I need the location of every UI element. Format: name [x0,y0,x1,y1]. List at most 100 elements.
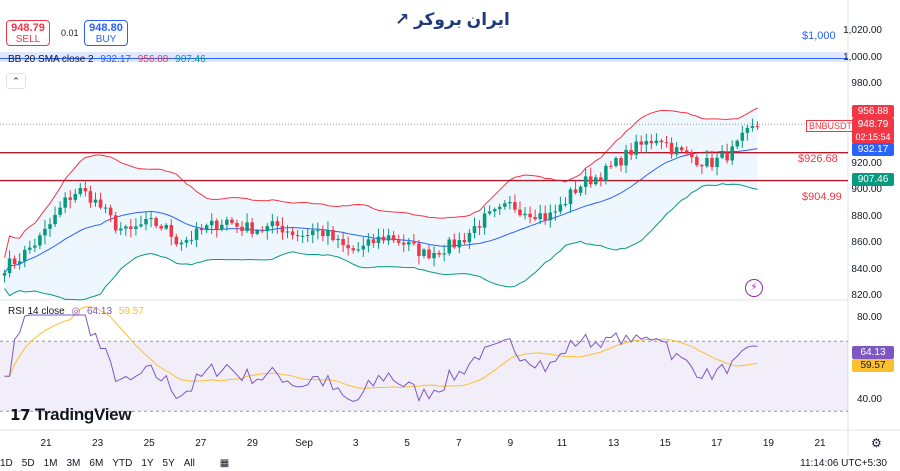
candle [558,204,563,212]
collapse-legend-button[interactable]: ⌃ [6,73,26,89]
candle [629,149,633,155]
candle [654,140,659,144]
tradingview-logo: 𝟭𝟳 TradingView [10,405,132,424]
bb-basis-value: 932.17 [100,54,131,65]
candle [58,207,62,215]
timeframe-5d[interactable]: 5D [21,458,35,469]
brand-logo: ایران بروکر ↗ [395,10,510,29]
date-tick: 15 [659,438,671,449]
candle [139,224,143,227]
calendar-icon[interactable]: ▦ [219,458,230,469]
candle [209,220,214,226]
price-tick: 820.00 [851,290,882,301]
timeframe-all[interactable]: All [183,458,195,469]
lightning-icon[interactable]: ⚡ [745,279,763,297]
candle [204,225,209,231]
date-tick: 19 [762,438,774,449]
settings-gear-icon[interactable]: ⚙ [871,436,882,450]
candle [17,261,22,265]
clock: 11:14:06 UTC+5:30 [800,458,887,469]
candle [447,239,451,254]
candle [634,141,638,155]
candle [750,126,755,128]
candle [412,241,416,244]
candle [169,225,174,237]
rsi-tick: 80.00 [856,312,882,323]
candle [432,252,436,259]
level-926-label: $926.68 [798,153,838,165]
date-tick: 11 [556,438,568,449]
candle [487,211,492,214]
candle [437,252,441,255]
candle [583,176,588,187]
candle [295,235,300,237]
candle [538,213,542,220]
candle [467,232,472,243]
timeframe-6m[interactable]: 6M [89,458,104,469]
bb-band-fill [4,108,758,300]
candle [22,249,27,262]
rsi-indicator-legend[interactable]: RSI 14 close ◎ 64.13 59.57 [8,306,144,317]
candle [548,212,553,221]
rsi-tag: 64.13 [852,346,894,359]
candle [381,236,386,241]
candle [245,222,249,232]
bb-indicator-legend[interactable]: BB 20 SMA close 2 932.17 956.88 907.46 [8,54,206,65]
candle [270,221,275,227]
candle [503,203,507,207]
timeframe-1d[interactable]: 1D [0,458,13,469]
price-tick: 900.00 [851,184,882,195]
candle [533,217,537,220]
candle [2,273,7,276]
rsi-ma-value: 59.57 [118,306,144,317]
candle [497,206,502,210]
timeframe-5y[interactable]: 5Y [162,458,175,469]
candle [604,165,608,181]
candle [361,245,366,250]
candle [326,230,330,237]
candle [593,177,598,185]
sell-button[interactable]: 948.79 SELL [6,20,50,46]
bb-basis-line [4,148,758,274]
buy-button[interactable]: 948.80 BUY [84,20,128,46]
candle [184,239,189,243]
candle [285,231,290,233]
timeframe-1y[interactable]: 1Y [141,458,154,469]
candle [417,243,421,256]
candle [83,187,88,192]
upper-band-tag: 956.88 [852,105,894,118]
candle [376,236,381,244]
candle [482,213,487,228]
last-price-tag: 948.79 02:15:54 [852,118,894,144]
candle [457,240,462,248]
candle [113,215,118,231]
candle [68,197,72,200]
spread-value: 0.01 [61,28,79,38]
bb-upper-line [4,107,758,258]
candle [73,193,78,200]
candle [230,219,234,223]
timeframe-1m[interactable]: 1M [43,458,58,469]
date-tick: 25 [143,438,155,449]
candle [220,224,224,230]
candle [88,191,93,203]
timeframe-ytd[interactable]: YTD [112,458,133,469]
candle [164,225,169,229]
candle [129,226,133,229]
rsi-settings-icon[interactable]: ◎ [71,306,81,317]
bb-label: BB 20 SMA close 2 [8,54,94,65]
candle [573,189,578,193]
bb-lower-value: 907.46 [175,54,206,65]
candle [305,235,310,237]
timeframe-3m[interactable]: 3M [66,458,81,469]
candle [134,226,138,229]
candle [578,186,583,193]
rsi-label: RSI 14 close [8,306,65,317]
candle [179,242,184,245]
candle [563,204,568,206]
price-tick: 860.00 [851,237,882,248]
candle [63,197,67,208]
candle [619,158,623,166]
candle [624,149,628,166]
